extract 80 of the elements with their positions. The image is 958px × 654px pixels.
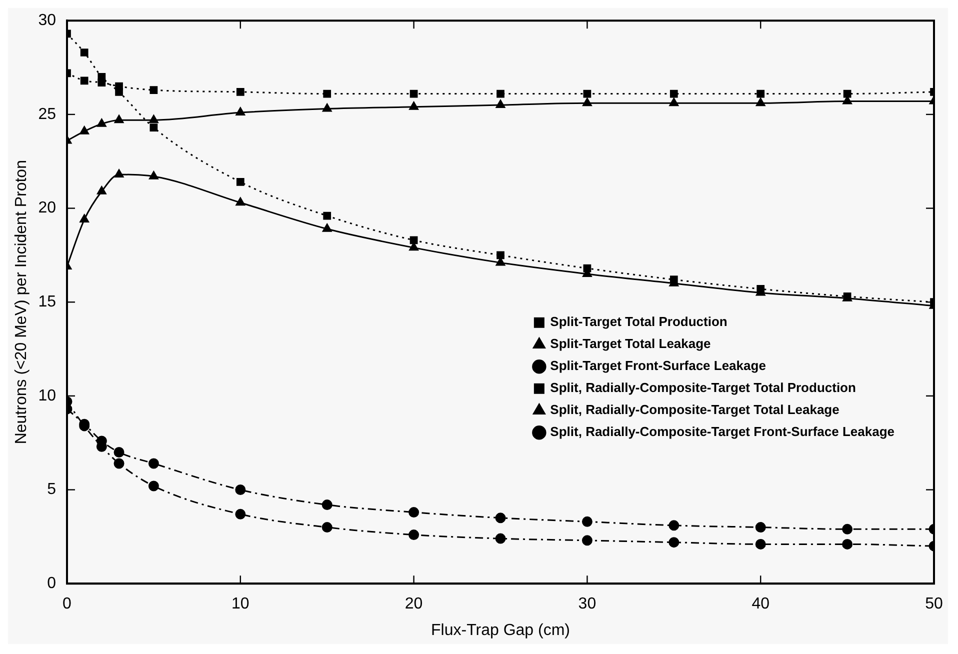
point — [842, 524, 853, 534]
x-tick-label: 0 — [62, 596, 72, 613]
point — [408, 530, 420, 540]
point — [150, 124, 158, 132]
x-tick-label: 50 — [925, 596, 943, 613]
point — [843, 292, 852, 300]
point — [755, 522, 766, 533]
point — [98, 72, 106, 81]
point — [323, 90, 332, 98]
point — [756, 285, 765, 293]
point — [582, 535, 592, 546]
point — [114, 169, 124, 178]
legend-label: Split-Target Front-Surface Leakage — [550, 358, 766, 374]
point — [842, 538, 853, 550]
point — [322, 522, 332, 533]
point — [322, 500, 332, 510]
point — [80, 126, 89, 134]
legend-label: Split-Target Total Leakage — [550, 336, 711, 352]
point — [114, 446, 124, 458]
point — [495, 512, 506, 524]
point — [670, 276, 678, 284]
legend-label: Split, Radially-Composite-Target Total Leakage — [550, 402, 840, 418]
point — [236, 88, 244, 96]
point — [236, 107, 246, 116]
point — [236, 178, 244, 186]
point — [114, 458, 124, 469]
y-tick-label: 30 — [38, 12, 56, 30]
y-tick-label: 10 — [38, 387, 56, 404]
point — [669, 98, 679, 106]
point — [80, 214, 89, 223]
point — [496, 100, 506, 108]
point — [496, 251, 504, 260]
y-tick-label: 0 — [47, 575, 56, 592]
point — [756, 90, 765, 98]
point — [322, 104, 332, 112]
y-tick-label: 20 — [38, 200, 56, 217]
point — [97, 186, 106, 194]
point — [236, 197, 246, 206]
point — [670, 90, 678, 98]
point — [755, 538, 766, 550]
point — [410, 236, 418, 244]
point — [148, 480, 159, 492]
x-tick-label: 40 — [752, 596, 770, 613]
point — [496, 90, 504, 98]
y-tick-label: 5 — [47, 481, 56, 498]
point — [583, 264, 592, 272]
y-tick-label: 25 — [38, 106, 56, 123]
point — [235, 484, 246, 496]
x-tick-label: 30 — [578, 596, 596, 613]
point — [408, 507, 420, 518]
point — [495, 533, 506, 544]
point — [583, 90, 592, 98]
y-axis-title: Neutrons (<20 MeV) per Incident Proton — [13, 160, 30, 444]
point — [150, 86, 158, 94]
point — [114, 114, 124, 124]
point — [80, 48, 88, 56]
point — [322, 224, 332, 232]
point — [409, 102, 418, 110]
legend-label: Split, Radially-Composite-Target Total Production — [550, 380, 856, 396]
point — [97, 118, 106, 127]
point — [80, 76, 88, 85]
point — [756, 98, 766, 106]
y-tick-label: 15 — [38, 294, 56, 311]
point — [149, 114, 158, 124]
legend-label: Split-Target Total Production — [550, 314, 728, 330]
x-tick-label: 10 — [232, 596, 250, 613]
legend-label: Split, Radially-Composite-Target Front-Surface Leakage — [550, 424, 895, 440]
point — [148, 458, 159, 469]
point — [115, 88, 123, 96]
point — [149, 171, 158, 180]
point — [235, 508, 246, 520]
x-axis-title: Flux-Trap Gap (cm) — [431, 622, 570, 639]
point — [668, 537, 680, 548]
x-tick-label: 20 — [404, 596, 423, 613]
point — [582, 98, 592, 106]
point — [323, 212, 332, 220]
point — [843, 90, 852, 98]
point — [668, 520, 680, 531]
point — [582, 516, 592, 527]
point — [410, 90, 418, 98]
